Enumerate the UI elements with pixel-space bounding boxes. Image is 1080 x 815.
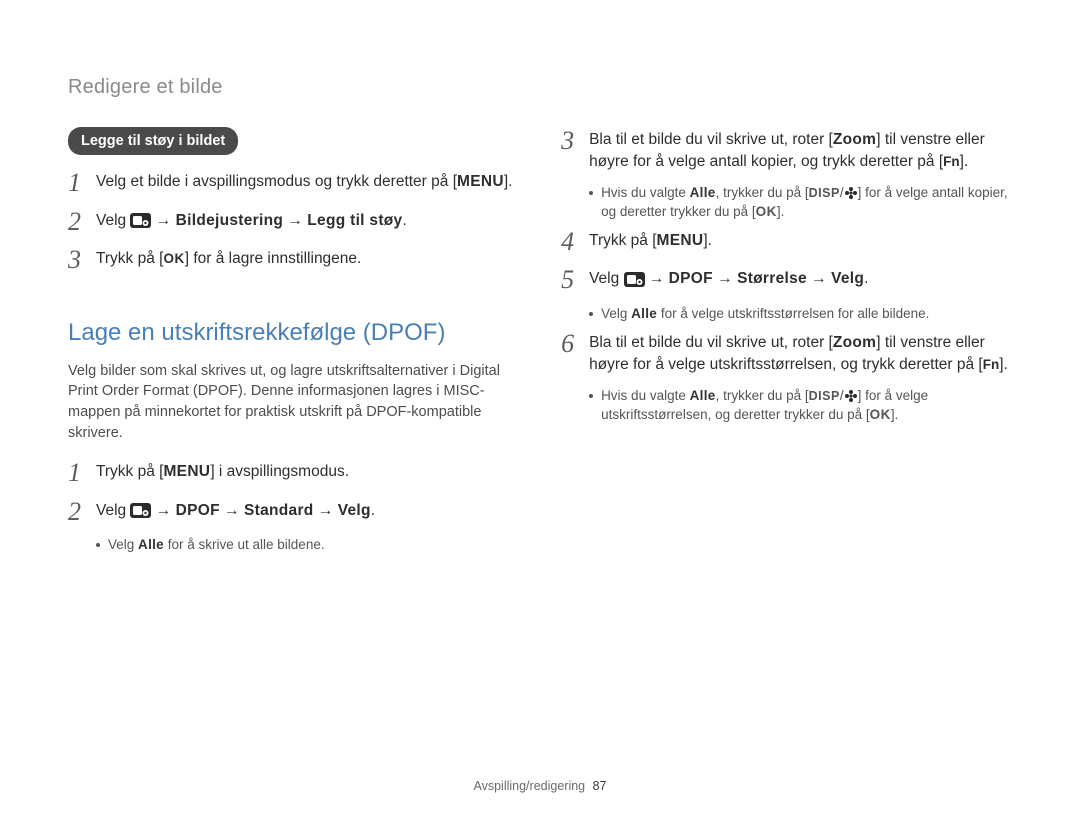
step: 3Bla til et bilde du vil skrive ut, rote…: [561, 127, 1012, 174]
tool-icon: [130, 503, 151, 518]
fn-icon: Fn: [943, 152, 960, 172]
step: 1Trykk på [MENU] i avspillingsmodus.: [68, 459, 513, 488]
tool-icon: [624, 272, 645, 287]
left-steps: 1Velg et bilde i avspillingsmodus og try…: [68, 169, 513, 275]
footer-page: 87: [593, 779, 607, 793]
page: Redigere et bilde Legge til støy i bilde…: [0, 0, 1080, 561]
bullet-dot: [589, 394, 593, 398]
bullet-dot: [589, 312, 593, 316]
page-footer: Avspilling/redigering 87: [0, 779, 1080, 793]
step-body: Trykk på [MENU] i avspillingsmodus.: [96, 459, 513, 483]
step-body: Trykk på [MENU].: [589, 228, 1012, 252]
step-body: Trykk på [OK] for å lagre innstillingene…: [96, 246, 513, 270]
step-number: 2: [68, 208, 90, 237]
fn-icon: Fn: [983, 355, 1000, 375]
bullet-text: Velg Alle for å skrive ut alle bildene.: [108, 536, 513, 555]
ok-icon: OK: [756, 203, 777, 222]
step-body: Velg → DPOF → Standard → Velg.: [96, 498, 513, 522]
step-body: Bla til et bilde du vil skrive ut, roter…: [589, 330, 1012, 377]
bullet-text: Velg Alle for å velge utskriftsstørrelse…: [601, 305, 1012, 324]
page-title: Redigere et bilde: [68, 76, 1012, 99]
bullet-text: Hvis du valgte Alle, trykker du på [DISP…: [601, 387, 1012, 425]
step-number: 1: [68, 169, 90, 198]
section-title: Lage en utskriftsrekkefølge (DPOF): [68, 319, 513, 347]
step: 2Velg → Bildejustering → Legg til støy.: [68, 208, 513, 237]
left-section-steps: 1Trykk på [MENU] i avspillingsmodus.2Vel…: [68, 459, 513, 555]
disp-icon: DISP: [809, 389, 840, 403]
step-number: 2: [68, 498, 90, 527]
step: 3Trykk på [OK] for å lagre innstillingen…: [68, 246, 513, 275]
sub-bullet: Hvis du valgte Alle, trykker du på [DISP…: [589, 184, 1012, 222]
sub-bullet: Velg Alle for å skrive ut alle bildene.: [96, 536, 513, 555]
step-number: 6: [561, 330, 583, 359]
disp-icon: DISP: [809, 186, 840, 200]
step-number: 5: [561, 266, 583, 295]
step-body: Velg et bilde i avspillingsmodus og tryk…: [96, 169, 513, 193]
flower-icon: [844, 186, 858, 200]
step: 1Velg et bilde i avspillingsmodus og try…: [68, 169, 513, 198]
step-number: 1: [68, 459, 90, 488]
step-number: 3: [68, 246, 90, 275]
step: 5Velg → DPOF → Størrelse → Velg.: [561, 266, 1012, 295]
step-number: 3: [561, 127, 583, 156]
left-column: Legge til støy i bildet 1Velg et bilde i…: [68, 127, 513, 561]
step-number: 4: [561, 228, 583, 257]
section-pill: Legge til støy i bildet: [68, 127, 238, 155]
bullet-dot: [589, 191, 593, 195]
step: 2Velg → DPOF → Standard → Velg.: [68, 498, 513, 527]
right-column: 3Bla til et bilde du vil skrive ut, rote…: [561, 127, 1012, 561]
step: 4Trykk på [MENU].: [561, 228, 1012, 257]
step: 6Bla til et bilde du vil skrive ut, rote…: [561, 330, 1012, 377]
tool-icon: [130, 213, 151, 228]
right-steps: 3Bla til et bilde du vil skrive ut, rote…: [561, 127, 1012, 425]
footer-section: Avspilling/redigering: [473, 779, 585, 793]
flower-icon: [844, 389, 858, 403]
content-columns: Legge til støy i bildet 1Velg et bilde i…: [68, 127, 1012, 561]
step-body: Velg → DPOF → Størrelse → Velg.: [589, 266, 1012, 290]
section-intro: Velg bilder som skal skrives ut, og lagr…: [68, 361, 513, 443]
ok-icon: OK: [870, 406, 891, 425]
step-body: Bla til et bilde du vil skrive ut, roter…: [589, 127, 1012, 174]
sub-bullet: Velg Alle for å velge utskriftsstørrelse…: [589, 305, 1012, 324]
bullet-text: Hvis du valgte Alle, trykker du på [DISP…: [601, 184, 1012, 222]
step-body: Velg → Bildejustering → Legg til støy.: [96, 208, 513, 232]
sub-bullet: Hvis du valgte Alle, trykker du på [DISP…: [589, 387, 1012, 425]
bullet-dot: [96, 543, 100, 547]
ok-icon: OK: [163, 249, 184, 269]
